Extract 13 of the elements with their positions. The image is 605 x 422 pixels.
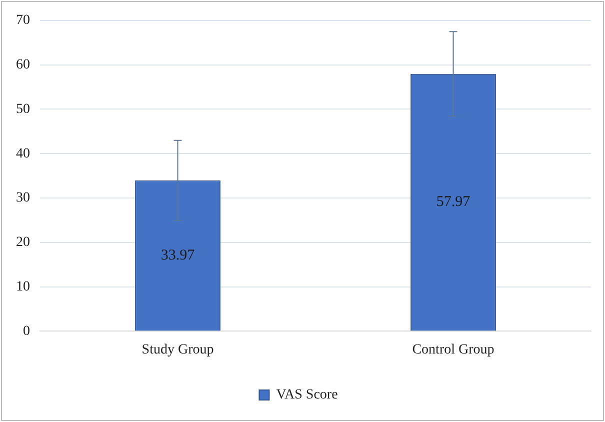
y-tick-label: 10: [16, 279, 30, 294]
y-tick-label: 30: [16, 190, 30, 206]
x-tick-label: Control Group: [412, 342, 494, 358]
x-tick-label: Study Group: [142, 342, 214, 358]
y-tick-label: 20: [16, 235, 30, 250]
legend-label: VAS Score: [276, 388, 338, 403]
y-tick-label: 50: [16, 102, 30, 117]
data-label: 57.97: [436, 194, 471, 210]
y-tick-label: 0: [23, 324, 30, 339]
y-tick-label: 70: [16, 13, 30, 28]
y-tick-label: 60: [16, 57, 30, 72]
data-label: 33.97: [160, 247, 196, 264]
y-tick-label: 40: [16, 146, 30, 162]
